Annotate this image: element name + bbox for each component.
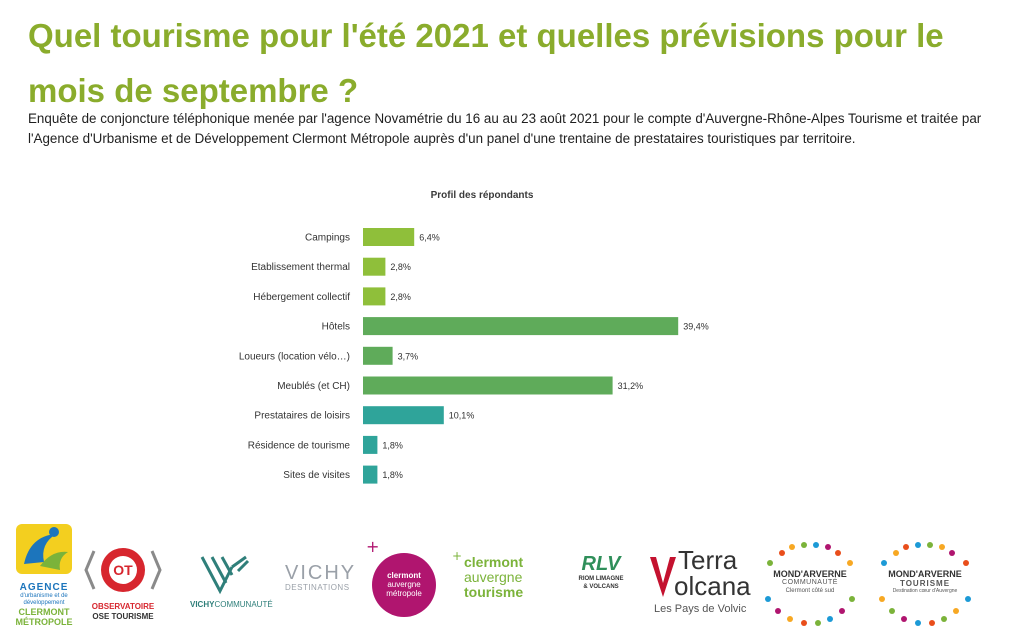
logo-vichy-communaute: VICHYCOMMUNAUTÉ [190,553,276,613]
vichy-dest-top: VICHY [285,562,357,584]
clermont-tourisme-line-1: clermont [464,554,524,570]
bar [363,287,386,306]
clermont-metropole-line-1: clermont [387,571,421,580]
mond-arverne-c-line-1: MOND'ARVERNE [773,569,847,579]
terra-tagline: Les Pays de Volvic [654,603,747,615]
observatoire-badge: OT [113,562,133,578]
logo-riom-limagne: RLV RIOM LIMAGNE & VOLCANS [566,553,636,603]
riom-mark: RLV [581,553,621,575]
chart-title: Profil des répondants [431,190,534,201]
bar-group: Campings 6,4% Etablissement thermal 2,8% Héb… [239,228,709,484]
agence-subtitle-2: développement [23,600,65,606]
value-label: 3,7% [398,351,419,361]
plus-icon: + [366,537,380,556]
category-label: Hôtels [322,322,350,333]
bar [363,435,378,454]
mond-arverne-c-line-3: Clermont côté sud [785,588,835,594]
observatoire-line-1: OBSERVATOIRE [91,602,155,611]
partner-logos: AGENCE d'urbanisme et de développement C… [0,515,1024,633]
mond-arverne-tourisme-dots-icon [879,542,971,626]
intro-text: Enquête de conjoncture téléphonique mené… [28,111,982,146]
category-label: Prestataires de loisirs [254,411,350,422]
category-label: Sites de visites [283,470,350,481]
bar [363,228,415,246]
value-label: 1,8% [382,440,403,450]
value-label: 39,4% [683,322,709,332]
agence-name: AGENCE [19,582,69,593]
agence-logo-icon [16,524,72,574]
bar [363,257,386,276]
observatoire-icon: OT [84,548,162,592]
category-label: Etablissement thermal [251,262,350,273]
mond-arverne-t-line-3: Destination cœur d'Auvergne [892,588,958,594]
agence-clermont: CLERMONT [18,607,70,617]
bar [363,376,613,395]
riom-line-2: & VOLCANS [583,584,619,590]
bar [363,465,378,484]
mond-arverne-t-line-2: TOURISME [899,579,951,588]
terra-volcana-v-icon [650,557,676,597]
mond-arverne-c-line-2: COMMUNAUTÉ [782,579,838,586]
agence-subtitle-1: d'urbanisme et de [20,593,68,599]
clermont-metropole-line-2: auvergne [387,580,421,589]
logo-mond-arverne-communaute: MOND'ARVERNE COMMUNAUTÉ Clermont côté su… [760,541,860,627]
category-label: Meublés (et CH) [277,381,350,392]
logo-clermont-metropole: + clermont auvergne métropole [360,537,438,627]
bar-chart: Profil des répondants Campings 6,4% Etabli… [239,190,709,484]
logo-agence-urbanisme: AGENCE d'urbanisme et de développement C… [10,520,78,632]
logo-clermont-tourisme: + clermont auvergne tourisme [452,549,548,613]
value-label: 1,8% [382,470,403,480]
bar [363,406,444,425]
value-label: 2,8% [390,262,411,272]
clermont-tourisme-line-2: auvergne [464,569,523,585]
plus-small-icon: + [452,549,463,563]
vichy-dest-bottom: DESTINATIONS [285,583,350,592]
clermont-tourisme-line-3: tourisme [464,584,524,600]
riom-line-1: RIOM LIMAGNE [578,576,624,582]
mond-arverne-t-line-1: MOND'ARVERNE [888,569,962,579]
mond-arverne-dots-icon [765,542,855,626]
vichy-prefix: VICHY [190,600,215,609]
clermont-metropole-disc [372,553,436,617]
logo-mond-arverne-tourisme: MOND'ARVERNE TOURISME Destination cœur d… [874,541,976,627]
value-label: 6,4% [419,233,440,243]
value-label: 10,1% [449,411,475,421]
bar [363,346,393,365]
category-label: Loueurs (location vélo…) [239,351,350,362]
terra-line: Terra [678,545,738,575]
observatoire-line-2: OSE TOURISME [92,612,154,621]
clermont-metropole-line-3: métropole [386,589,422,598]
category-label: Hébergement collectif [253,292,350,303]
logo-terra-volcana: Terra olcana Les Pays de Volvic [648,547,752,621]
value-label: 2,8% [390,292,411,302]
logo-vichy-destinations: VICHY DESTINATIONS [285,563,357,603]
volcana-line: olcana [674,571,751,601]
agence-metropole: MÉTROPOLE [15,617,73,627]
value-label: 31,2% [618,381,644,391]
vichy-communaute-icon [200,555,250,595]
category-label: Campings [305,233,350,244]
bar [363,317,679,336]
logo-observatoire: OT OBSERVATOIRE OSE TOURISME [82,543,164,623]
vichy-suffix: COMMUNAUTÉ [214,600,273,609]
page-title: Quel tourisme pour l'été 2021 et quelles… [28,17,944,109]
category-label: Résidence de tourisme [248,440,351,451]
